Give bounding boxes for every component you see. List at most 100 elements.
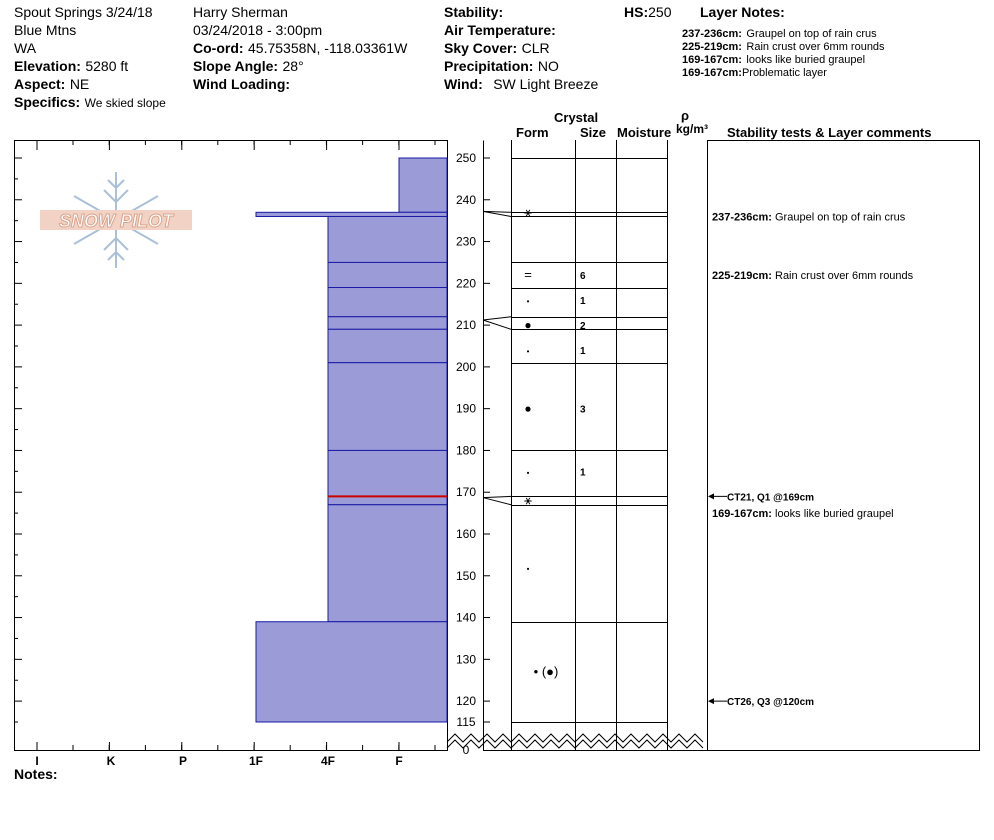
air-temp-label: Air Temperature:: [444, 22, 556, 38]
hardness-label: I: [35, 754, 38, 768]
density-unit-header: kg/m³: [676, 122, 709, 136]
crystal-size: 1: [580, 346, 586, 357]
layer-note-range: 169-167cm:: [682, 67, 742, 79]
height-label: 130: [456, 652, 476, 666]
hardness-label: 4F: [321, 754, 335, 768]
moisture-header: Moisture: [617, 125, 672, 140]
crystal-form-symbol: •: [527, 468, 530, 477]
stability-test-arrowhead: [708, 698, 714, 705]
hardness-axis: I K P 1F 4F F: [14, 140, 436, 768]
crystal-layers: ⚹ = 6 • 1 ● 2 • 1 ● 3 • 1 ⚹ • • (●): [524, 204, 586, 679]
hs-value: 250: [648, 4, 672, 20]
slope-value: 28°: [282, 58, 304, 74]
stability-label: Stability:: [444, 4, 504, 20]
crystal-size: 3: [580, 405, 586, 416]
layer-note-text: looks like buried graupel: [746, 54, 866, 66]
hardness-layer-bar: [327, 287, 448, 318]
slope-label: Slope Angle:: [193, 58, 279, 74]
specifics-row: Specifics: We skied slope: [14, 94, 166, 112]
elevation-row: Elevation: 5280 ft: [14, 58, 128, 76]
wind-loading-label: Wind Loading:: [193, 76, 291, 92]
hardness-label: P: [179, 754, 187, 768]
hardness-label: K: [107, 754, 116, 768]
wind-row: Wind: SW Light Breeze: [444, 76, 598, 94]
logo-text: SNOW PILOT: [59, 211, 175, 231]
stability-test-arrowhead: [708, 493, 714, 500]
layer-comment: 169-167cm: looks like buried graupel: [712, 508, 894, 520]
hardness-label: 1F: [249, 754, 263, 768]
state: WA: [14, 40, 37, 56]
coord-label: Co-ord:: [193, 40, 244, 56]
height-label: 0: [463, 743, 470, 757]
layer-comment-text: looks like buried graupel: [775, 508, 894, 520]
hs-row: HS:250: [624, 4, 671, 22]
layer-note: 169-167cm: looks like buried graupel: [682, 50, 865, 68]
layer-connector: [482, 210, 512, 217]
height-label: 180: [456, 443, 476, 457]
hardness-layer-bar: [327, 504, 448, 623]
axis-break: [446, 733, 704, 743]
height-axis: 250 240 230 220 210 200 190 180 170 160 150 140 130 1…: [456, 151, 490, 757]
layer-note-range: 237-236cm:: [682, 28, 742, 40]
height-label: 210: [456, 318, 476, 332]
crystal-size: 1: [580, 467, 586, 478]
crystal-columns: [446, 140, 704, 750]
hardness-layer-bar: [255, 621, 448, 723]
layer-connector: [482, 316, 512, 330]
slope-row: Slope Angle: 28°: [193, 58, 304, 76]
observer-name: Harry Sherman: [193, 4, 288, 20]
crystal-form-symbol: •: [527, 347, 530, 356]
hardness-layer-bar: [327, 495, 448, 506]
height-label: 240: [456, 193, 476, 207]
crystal-size: 1: [580, 296, 586, 307]
size-header: Size: [580, 125, 607, 140]
precip-label: Precipitation:: [444, 58, 534, 74]
crystal-size: 2: [580, 321, 586, 332]
specifics-label: Specifics:: [14, 94, 81, 110]
layer-connector: [482, 495, 512, 506]
hardness-layer-bar: [327, 261, 448, 289]
height-label: 190: [456, 402, 476, 416]
layer-note: 225-219cm: Rain crust over 6mm rounds: [682, 37, 885, 55]
hardness-layer-bar: [398, 157, 448, 213]
height-label: 150: [456, 569, 476, 583]
hardness-label: F: [395, 754, 402, 768]
hardness-layer-bar: [327, 362, 448, 451]
coord-value: 45.75358N, -118.03361W: [248, 40, 408, 56]
logo-band: [40, 210, 192, 230]
height-label: 220: [456, 276, 476, 290]
crystal-form-symbol: =: [524, 267, 532, 282]
observation-datetime: 03/24/2018 - 3:00pm: [193, 22, 323, 38]
height-label: 115: [456, 715, 475, 729]
density-rho-header: ρ: [681, 108, 690, 123]
hs-label: HS:: [624, 4, 649, 20]
aspect-row: Aspect: NE: [14, 76, 89, 94]
layer-note: 169-167cm:Problematic layer: [682, 63, 827, 81]
stability-test-text: CT21, Q1 @169cm: [727, 492, 814, 503]
hardness-layer-bar: [327, 215, 448, 263]
hardness-layer-bar: [327, 449, 448, 497]
wind-label: Wind:: [444, 76, 483, 92]
layer-note-text: Graupel on top of rain crus: [746, 28, 877, 40]
sky-value: CLR: [521, 40, 550, 56]
layer-comment: 237-236cm: Graupel on top of rain crus: [712, 211, 906, 223]
height-label: 230: [456, 235, 476, 249]
precip-value: NO: [537, 58, 559, 74]
coord-row: Co-ord: 45.75358N, -118.03361W: [193, 40, 407, 58]
crystal-header: Crystal: [554, 110, 599, 125]
notes-label: Notes:: [14, 766, 58, 782]
height-label: 160: [456, 527, 476, 541]
mountain-range: Blue Mtns: [14, 22, 77, 38]
form-header: Form: [516, 125, 549, 140]
precip-row: Precipitation: NO: [444, 58, 559, 76]
sky-row: Sky Cover: CLR: [444, 40, 550, 58]
stability-tests: CT21, Q1 @169cm CT26, Q3 @120cm 237-236cm:…: [708, 211, 914, 708]
crystal-form-symbol: • (●): [534, 664, 559, 679]
layer-comment-range: 225-219cm:: [712, 270, 775, 282]
hardness-layers: [255, 157, 448, 723]
layer-note-text: Rain crust over 6mm rounds: [746, 41, 885, 53]
crystal-form-symbol: •: [527, 297, 530, 306]
crystal-form-symbol: ●: [524, 402, 531, 416]
layer-comment-range: 169-167cm:: [712, 508, 775, 520]
